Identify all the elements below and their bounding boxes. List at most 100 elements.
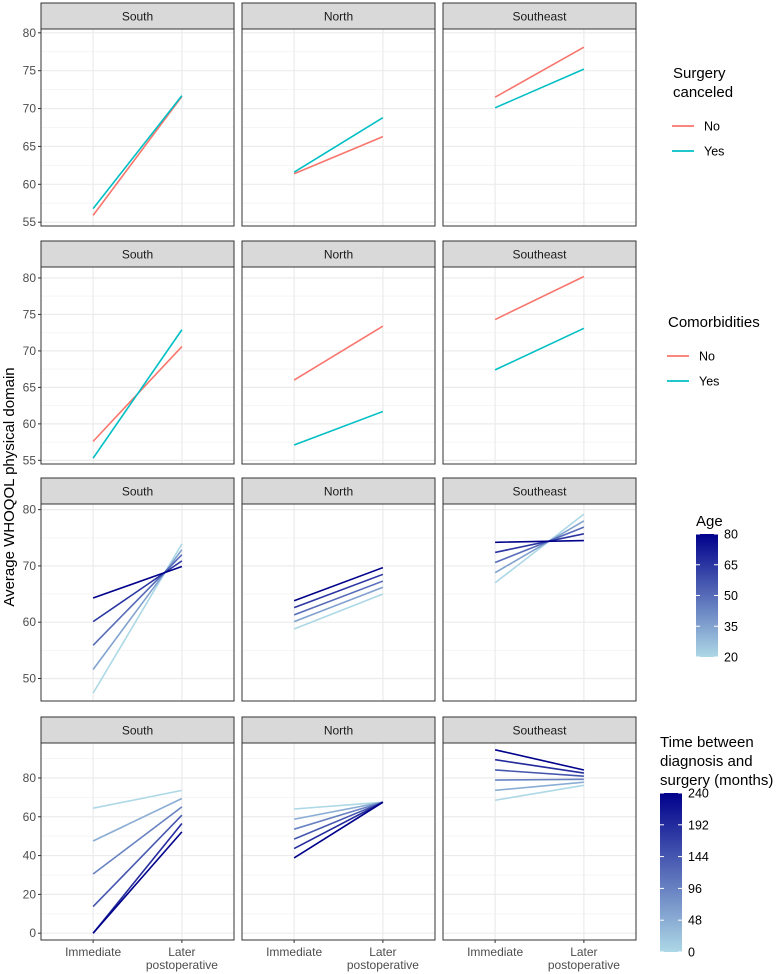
x-tick-label-line: postoperative: [548, 958, 620, 972]
panel-background: [41, 267, 234, 464]
facet-label: Southeast: [512, 724, 567, 738]
legend-label-no: No: [704, 120, 720, 134]
panel-southeast: Southeast: [442, 2, 637, 227]
series-line-192: [494, 758, 585, 774]
panel-south: South: [40, 240, 235, 465]
colorbar-tick-label: 240: [688, 787, 709, 801]
facet-label: North: [324, 10, 353, 24]
row-surgery-canceled: 55 60 65 70 75 80 South North Southeast: [23, 2, 637, 229]
y-tick-label: 60: [23, 615, 37, 629]
facet-label: South: [122, 724, 153, 738]
colorbar-tick-label: 144: [688, 850, 709, 864]
y-tick-label: 20: [23, 887, 37, 901]
legend-title-line: surgery (months): [660, 772, 773, 789]
legend-comorbidities: Comorbidities No Yes: [667, 314, 760, 389]
facet-label: Southeast: [512, 248, 567, 262]
legend-label-yes: Yes: [704, 145, 724, 159]
legend-time-between-diagnosis-and-surgery-months: Time between diagnosis and surgery (months…: [660, 734, 773, 960]
series-line-144: [293, 801, 384, 840]
series-line-50: [494, 526, 585, 564]
panel-border: [241, 742, 436, 941]
facet-strip: [241, 716, 436, 744]
facet-strip: [442, 240, 637, 268]
colorbar-tick-label: 96: [688, 882, 702, 896]
x-tick-label-line: postoperative: [347, 958, 419, 972]
colorbar-tick-label: 0: [688, 946, 695, 960]
legend-layer: Surgery canceled No Yes Comorbidities No Yes Ag…: [660, 65, 773, 960]
series-line-yes: [494, 327, 585, 371]
series-line-0: [494, 784, 585, 802]
panel-border: [40, 503, 235, 702]
x-tick-label-line: Later: [168, 945, 195, 959]
panel-background: [242, 267, 435, 464]
y-tick-label: 50: [23, 671, 37, 685]
y-tick-label: 60: [23, 810, 37, 824]
series-line-no: [92, 95, 183, 216]
panel-background: [41, 504, 234, 701]
facet-strip: [241, 477, 436, 505]
colorbar-tick-label: 65: [724, 558, 738, 572]
panel-border: [442, 742, 637, 941]
y-tick-label: 70: [23, 102, 37, 116]
legend-label-yes: Yes: [699, 375, 719, 389]
series-line-80: [92, 565, 183, 599]
x-tick-label-line: Later: [570, 945, 597, 959]
facet-strip: [40, 716, 235, 744]
series-line-yes: [92, 95, 183, 210]
panel-border: [442, 266, 637, 465]
legend-surgery-canceled: Surgery canceled No Yes: [672, 65, 733, 159]
colorbar-tick-label: 20: [724, 651, 738, 665]
series-line-48: [92, 797, 183, 842]
panel-north: North: [241, 240, 436, 465]
series-line-20: [293, 593, 384, 630]
colorbar-tick-label: 80: [724, 528, 738, 542]
panel-background: [443, 743, 636, 940]
series-line-96: [293, 801, 384, 830]
facet-strip: [442, 477, 637, 505]
series-line-0: [92, 789, 183, 809]
facet-label: Southeast: [512, 485, 567, 499]
x-tick-label-immediate: Immediate: [467, 945, 523, 959]
panel-border: [40, 742, 235, 941]
series-line-20: [494, 513, 585, 584]
series-line-yes: [293, 410, 384, 446]
series-line-50: [293, 580, 384, 616]
series-line-240: [293, 801, 384, 859]
panel-background: [443, 504, 636, 701]
facet-strip: [241, 2, 436, 30]
legend-title-line: canceled: [673, 84, 733, 101]
facet-label: South: [122, 248, 153, 262]
panel-background: [41, 743, 234, 940]
legend-title-line: diagnosis and: [660, 753, 753, 770]
panel-background: [242, 504, 435, 701]
panel-south: South: [40, 477, 235, 702]
legend-title-line: Comorbidities: [668, 314, 760, 331]
series-line-240: [494, 749, 585, 771]
series-line-96: [495, 778, 584, 781]
y-tick-label: 60: [23, 177, 37, 191]
series-line-48: [495, 781, 584, 792]
series-line-no: [494, 46, 585, 98]
x-tick-label-line: postoperative: [146, 958, 218, 972]
series-line-no: [293, 135, 384, 175]
y-tick-label: 65: [23, 139, 37, 153]
facet-strip: [40, 240, 235, 268]
y-tick-label: 0: [29, 926, 36, 940]
panel-border: [40, 266, 235, 465]
y-tick-label: 60: [23, 417, 37, 431]
series-line-35: [293, 586, 384, 623]
series-line-0: [294, 801, 383, 810]
y-tick-label: 80: [23, 271, 37, 285]
legend-title-line: Surgery: [673, 65, 726, 82]
series-line-50: [92, 554, 183, 646]
series-line-80: [495, 539, 584, 544]
y-tick-label: 70: [23, 559, 37, 573]
series-line-yes: [494, 68, 585, 109]
y-tick-label: 75: [23, 64, 37, 78]
